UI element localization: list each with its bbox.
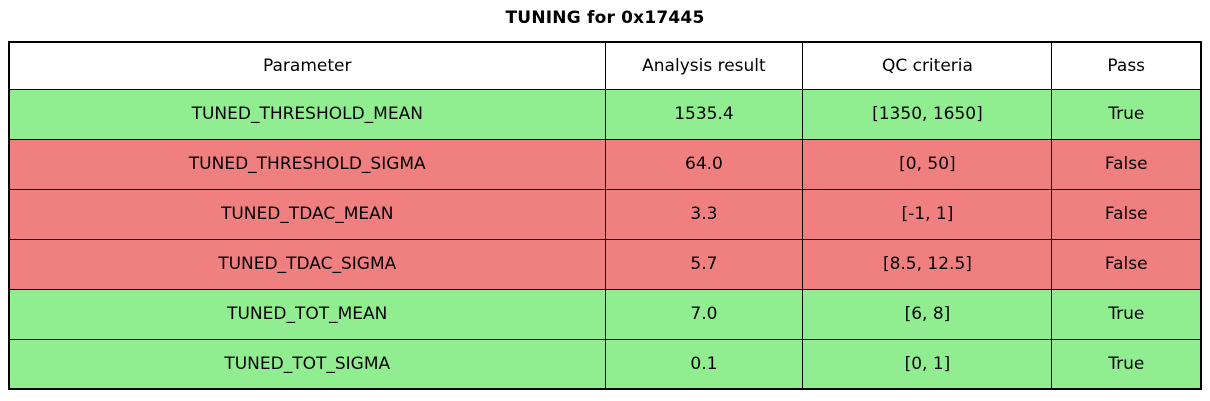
table-body: TUNED_THRESHOLD_MEAN 1535.4 [1350, 1650] Tr… xyxy=(8,88,1202,390)
cell-pass: False xyxy=(1051,238,1202,290)
column-header-pass: Pass xyxy=(1051,41,1202,90)
cell-parameter: TUNED_TOT_SIGMA xyxy=(8,338,606,390)
column-header-parameter: Parameter xyxy=(8,41,606,90)
table-row: TUNED_TDAC_MEAN 3.3 [-1, 1] False xyxy=(8,188,1202,240)
cell-pass: False xyxy=(1051,138,1202,190)
table-row: TUNED_THRESHOLD_MEAN 1535.4 [1350, 1650] Tr… xyxy=(8,88,1202,140)
cell-qc-criteria: [0, 1] xyxy=(802,338,1053,390)
cell-pass: True xyxy=(1051,88,1202,140)
cell-analysis-result: 1535.4 xyxy=(604,88,804,140)
table-row: TUNED_TOT_SIGMA 0.1 [0, 1] True xyxy=(8,338,1202,390)
cell-qc-criteria: [-1, 1] xyxy=(802,188,1053,240)
cell-pass: True xyxy=(1051,338,1202,390)
cell-analysis-result: 64.0 xyxy=(604,138,804,190)
cell-pass: False xyxy=(1051,188,1202,240)
cell-analysis-result: 3.3 xyxy=(604,188,804,240)
table-row: TUNED_TDAC_SIGMA 5.7 [8.5, 12.5] False xyxy=(8,238,1202,290)
table-row: TUNED_THRESHOLD_SIGMA 64.0 [0, 50] False xyxy=(8,138,1202,190)
cell-analysis-result: 5.7 xyxy=(604,238,804,290)
cell-qc-criteria: [1350, 1650] xyxy=(802,88,1053,140)
column-header-analysis-result: Analysis result xyxy=(604,41,804,90)
cell-parameter: TUNED_THRESHOLD_MEAN xyxy=(8,88,606,140)
qc-table: Parameter Analysis result QC criteria Pa… xyxy=(8,41,1202,390)
page-title: TUNING for 0x17445 xyxy=(505,8,705,28)
cell-pass: True xyxy=(1051,288,1202,340)
table-row: TUNED_TOT_MEAN 7.0 [6, 8] True xyxy=(8,288,1202,340)
table-header-row: Parameter Analysis result QC criteria Pa… xyxy=(8,41,1202,90)
column-header-qc-criteria: QC criteria xyxy=(802,41,1053,90)
cell-parameter: TUNED_TDAC_SIGMA xyxy=(8,238,606,290)
cell-analysis-result: 0.1 xyxy=(604,338,804,390)
cell-parameter: TUNED_THRESHOLD_SIGMA xyxy=(8,138,606,190)
cell-qc-criteria: [0, 50] xyxy=(802,138,1053,190)
cell-qc-criteria: [8.5, 12.5] xyxy=(802,238,1053,290)
cell-parameter: TUNED_TOT_MEAN xyxy=(8,288,606,340)
cell-parameter: TUNED_TDAC_MEAN xyxy=(8,188,606,240)
cell-qc-criteria: [6, 8] xyxy=(802,288,1053,340)
cell-analysis-result: 7.0 xyxy=(604,288,804,340)
